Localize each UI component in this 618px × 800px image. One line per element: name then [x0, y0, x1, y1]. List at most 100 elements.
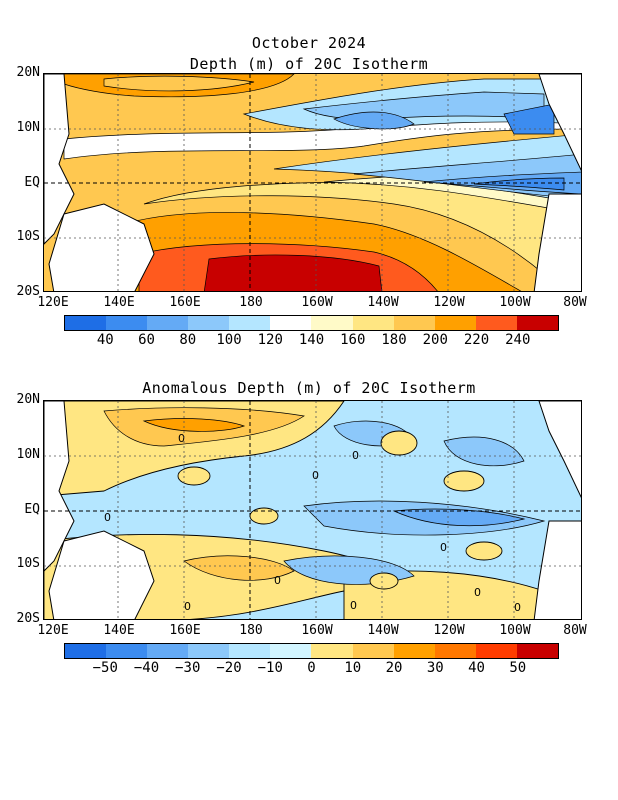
map-title-date: October 2024: [251, 34, 367, 52]
y-tick-10s: 10S: [16, 556, 40, 571]
anomaly-map-title: Anomalous Depth (m) of 20C Isotherm: [142, 379, 476, 397]
anomaly-colorbar-label: 30: [426, 660, 444, 676]
anomaly-colorbar-label: −50: [92, 660, 118, 676]
anomaly-colorbar-swatch: [106, 644, 148, 658]
anomaly-positive-sw-20: [183, 555, 295, 581]
x-tick-80w: 80W: [563, 623, 587, 638]
contour-label-zero: 0: [350, 599, 357, 612]
x-tick-140w: 140W: [367, 295, 399, 310]
anomaly-colorbar-swatch: [311, 644, 353, 658]
anomaly-colorbar-swatch: [270, 644, 312, 658]
x-tick-140e: 140E: [103, 295, 135, 310]
anomaly-patch-2: [443, 470, 485, 492]
anomaly-colorbar-label: −20: [216, 660, 242, 676]
x-tick-160w: 160W: [301, 295, 333, 310]
anomaly-patch-5: [177, 466, 211, 486]
x-tick-80w: 80W: [563, 295, 587, 310]
land-south-america: [533, 520, 581, 619]
depth-colorbar-swatch: [188, 316, 230, 330]
anomaly-patch-4: [465, 541, 503, 561]
depth-colorbar-swatch: [229, 316, 271, 330]
depth-colorbar-swatch: [434, 316, 476, 330]
land-new-guinea-australia: [48, 203, 155, 291]
y-tick-20s: 20S: [16, 284, 40, 299]
contour-label-zero: 0: [274, 574, 281, 587]
depth-colorbar-label: 240: [505, 332, 531, 348]
contour-label-zero: 0: [440, 541, 447, 554]
anomaly-colorbar-swatch: [352, 644, 394, 658]
x-tick-160e: 160E: [169, 623, 201, 638]
y-tick-eq: EQ: [24, 502, 40, 517]
land-asia: [44, 401, 75, 572]
anomaly-colorbar-swatch: [147, 644, 189, 658]
depth-colorbar-label: 40: [96, 332, 114, 348]
depth-map-panel: [43, 73, 582, 292]
land-new-guinea-australia: [48, 530, 155, 619]
depth-colorbar-label: 100: [216, 332, 242, 348]
anomaly-patch-1: [380, 430, 418, 456]
depth-colorbar-label: 220: [463, 332, 490, 348]
contour-label-zero: 0: [474, 586, 481, 599]
anomaly-colorbar-swatch: [188, 644, 230, 658]
x-tick-140w: 140W: [367, 623, 399, 638]
anomaly-positive-nw-30: [142, 418, 246, 432]
depth-colorbar-swatch: [311, 316, 353, 330]
y-tick-20n: 20N: [16, 392, 40, 407]
x-tick-120w: 120W: [433, 623, 465, 638]
depth-colorbar-swatch: [65, 316, 107, 330]
anomaly-map-svg: 0 0 0 0 0 0 0 0 0 0: [44, 401, 581, 619]
anomaly-colorbar-label: 10: [344, 660, 362, 676]
map-title-depth: Depth (m) of 20C Isotherm: [189, 55, 429, 73]
anomaly-colorbar-label: −30: [175, 660, 201, 676]
contour-label-zero: 0: [352, 449, 359, 462]
depth-colorbar-label: 80: [179, 332, 197, 348]
depth-colorbar-swatch: [516, 316, 558, 330]
x-tick-120e: 120E: [37, 623, 69, 638]
depth-colorbar-swatch: [352, 316, 394, 330]
depth-colorbar-label: 140: [298, 332, 325, 348]
x-tick-120e: 120E: [37, 295, 69, 310]
depth-colorbar-label: 180: [381, 332, 407, 348]
land-south-america: [533, 193, 581, 291]
anomaly-colorbar-label: −40: [133, 660, 160, 676]
depth-band-ridge-80: [333, 111, 415, 130]
depth-band-60: [473, 177, 565, 191]
depth-colorbar-swatch: [106, 316, 148, 330]
anomaly-map-panel: 0 0 0 0 0 0 0 0 0 0: [43, 400, 582, 620]
depth-colorbar-label: 60: [138, 332, 155, 348]
x-tick-180: 180: [239, 623, 263, 638]
x-tick-180: 180: [239, 295, 263, 310]
x-tick-140e: 140E: [103, 623, 135, 638]
depth-band-240: [203, 254, 383, 291]
anomaly-negative-eq-20: [392, 508, 525, 527]
depth-colorbar-swatch: [270, 316, 312, 330]
contour-label-zero: 0: [184, 600, 191, 613]
x-tick-120w: 120W: [433, 295, 465, 310]
y-tick-20s: 20S: [16, 611, 40, 626]
y-tick-10n: 10N: [16, 447, 40, 462]
depth-band-180: [143, 181, 581, 275]
contour-label-zero: 0: [514, 601, 521, 614]
anomaly-colorbar-label: 20: [385, 660, 403, 676]
contour-label-zero: 0: [104, 511, 111, 524]
y-tick-eq: EQ: [24, 175, 40, 190]
depth-colorbar-swatch: [393, 316, 435, 330]
y-tick-20n: 20N: [16, 65, 40, 80]
contour-label-zero: 0: [312, 469, 319, 482]
land-asia: [44, 74, 75, 245]
contour-label-zero: 0: [178, 432, 185, 445]
anomaly-colorbar: [64, 643, 559, 659]
anomaly-colorbar-label: 50: [509, 660, 527, 676]
depth-band-140: [63, 113, 581, 160]
land-central-america: [538, 74, 581, 171]
depth-colorbar-label: 160: [340, 332, 366, 348]
anomaly-patch-3: [369, 572, 399, 590]
anomaly-patch-6: [249, 507, 279, 525]
x-tick-100w: 100W: [499, 623, 531, 638]
x-tick-100w: 100W: [499, 295, 531, 310]
anomaly-colorbar-swatch: [65, 644, 107, 658]
anomaly-colorbar-label: −10: [257, 660, 283, 676]
y-tick-10s: 10S: [16, 229, 40, 244]
x-tick-160w: 160W: [301, 623, 333, 638]
depth-colorbar-label: 120: [257, 332, 283, 348]
